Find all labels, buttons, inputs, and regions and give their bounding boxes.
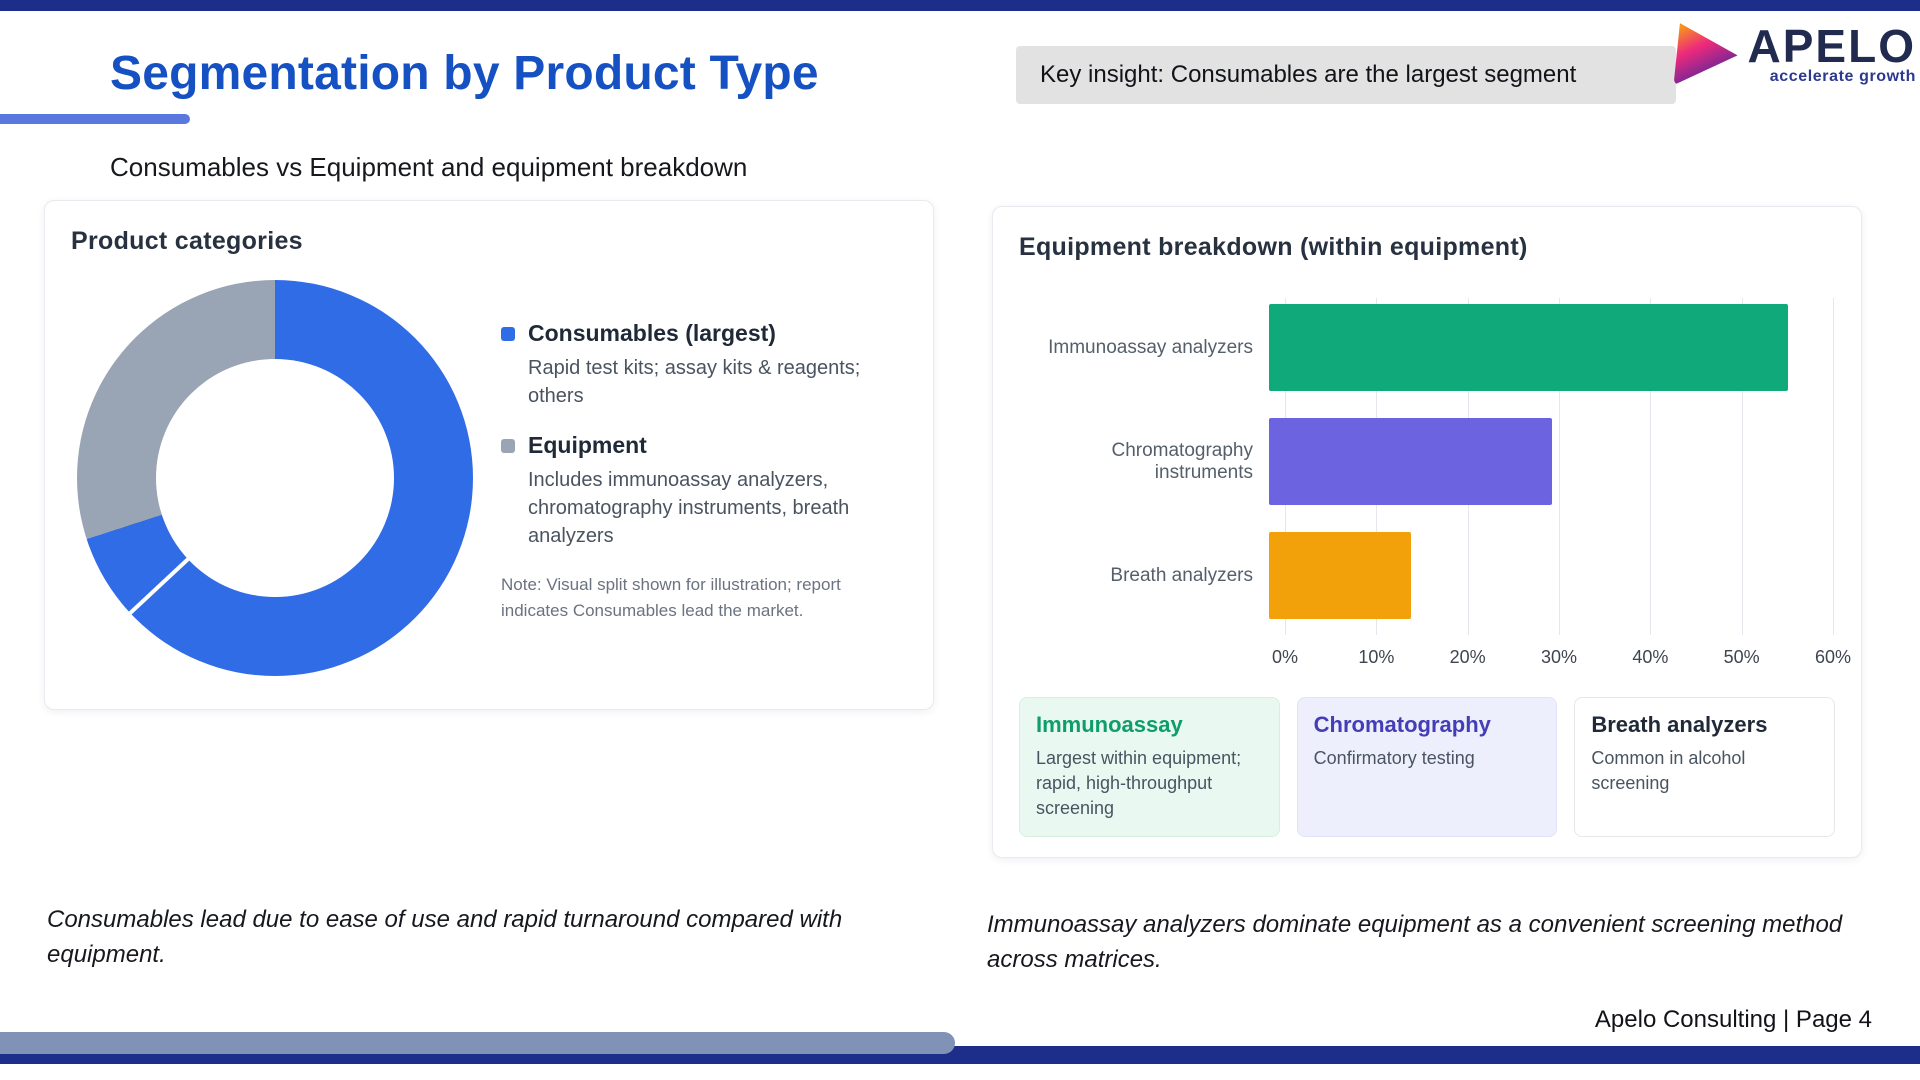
mini-card-description: Largest within equipment; rapid, high-th…	[1036, 748, 1242, 819]
legend-note: Note: Visual split shown for illustratio…	[501, 575, 841, 620]
x-tick-label: 0%	[1271, 647, 1299, 667]
insight-card-chromatography: Chromatography Confirmatory testing	[1296, 697, 1558, 837]
legend-label: Consumables (largest)	[528, 320, 776, 346]
bar-category-label: Breath analyzers	[1110, 564, 1253, 586]
logo-tagline: accelerate growth	[1769, 68, 1916, 86]
legend-swatch-equipment	[501, 439, 515, 453]
bar	[1269, 532, 1411, 619]
mini-card-description: Confirmatory testing	[1313, 748, 1475, 768]
title-underline	[0, 114, 190, 124]
x-tick-label: 50%	[1723, 647, 1760, 667]
legend-description: Includes immunoassay analyzers, chromato…	[528, 469, 850, 547]
bar	[1269, 418, 1552, 505]
donut-area: Consumables (largest) Rapid test kits; a…	[71, 280, 907, 676]
x-tick-label: 40%	[1632, 647, 1669, 667]
apelo-logo-icon	[1673, 23, 1738, 86]
bar-rows: Immunoassay analyzers Chromatography inst…	[1019, 304, 1835, 619]
top-border-bar	[0, 0, 1920, 11]
bar-track	[1269, 418, 1835, 505]
grid-line	[1650, 298, 1652, 635]
apelo-logo-text: APELO accelerate growth	[1748, 22, 1916, 86]
bar-row: Immunoassay analyzers	[1019, 304, 1835, 391]
key-insight-banner: Key insight: Consumables are the largest…	[1016, 46, 1676, 104]
grid-line	[1833, 298, 1834, 635]
takeaway-left: Consumables lead due to ease of use and …	[47, 906, 843, 968]
grid-line	[1559, 298, 1560, 635]
bar	[1269, 304, 1788, 391]
footer-text: Apelo Consulting | Page 4	[1594, 1006, 1872, 1033]
bar-chart: Immunoassay analyzers Chromatography inst…	[1019, 298, 1851, 675]
slide-subtitle: Consumables vs Equipment and equipment b…	[110, 152, 748, 182]
legend-item-text: Equipment Includes immunoassay analyzers…	[528, 432, 873, 550]
bar-category-label: Immunoassay analyzers	[1048, 336, 1253, 358]
mini-card-title: Chromatography	[1313, 712, 1491, 737]
grid-line	[1741, 298, 1743, 635]
logo-wordmark: APELO	[1747, 20, 1916, 72]
page-title: Segmentation by Product Type	[110, 47, 819, 100]
bar-category-label: Chromatography instruments	[1111, 439, 1253, 483]
bar-track	[1269, 532, 1835, 619]
equipment-breakdown-title: Equipment breakdown (within equipment)	[1019, 233, 1528, 261]
legend-label: Equipment	[528, 432, 647, 458]
legend-description: Rapid test kits; assay kits & reagents; …	[528, 357, 861, 407]
product-categories-title: Product categories	[71, 227, 303, 255]
legend-item-equipment: Equipment Includes immunoassay analyzers…	[501, 432, 873, 550]
mini-card-description: Common in alcohol screening	[1591, 748, 1746, 794]
apelo-logo: APELO accelerate growth	[1673, 22, 1916, 86]
donut-chart	[77, 280, 473, 676]
x-tick-label: 20%	[1449, 647, 1486, 667]
legend-item-text: Consumables (largest) Rapid test kits; a…	[528, 320, 873, 410]
equipment-breakdown-card: Equipment breakdown (within equipment) I…	[992, 206, 1862, 858]
insight-mini-cards: Immunoassay Largest within equipment; ra…	[1019, 697, 1836, 837]
bar-chart-plot: Immunoassay analyzers Chromatography inst…	[1019, 298, 1835, 635]
bar-row: Breath analyzers	[1019, 532, 1835, 619]
mini-card-title: Breath analyzers	[1591, 712, 1768, 737]
x-tick-label: 60%	[1814, 647, 1852, 667]
bar-track	[1269, 304, 1835, 391]
mini-card-title: Immunoassay	[1036, 712, 1183, 737]
donut-legend: Consumables (largest) Rapid test kits; a…	[501, 280, 873, 676]
legend-item-consumables: Consumables (largest) Rapid test kits; a…	[501, 320, 873, 410]
bottom-accent-bar	[0, 1032, 955, 1054]
bar-row: Chromatography instruments	[1019, 418, 1835, 505]
product-categories-card: Product categories Consumables (largest)…	[44, 200, 934, 710]
x-tick-label: 30%	[1540, 647, 1578, 667]
insight-card-immunoassay: Immunoassay Largest within equipment; ra…	[1019, 697, 1280, 837]
legend-swatch-consumables	[501, 327, 515, 341]
donut-hole	[156, 359, 394, 597]
x-tick-label: 10%	[1358, 647, 1395, 667]
bar-x-axis: 0% 10% 20% 30% 40% 50% 60%	[1272, 643, 1851, 675]
insight-card-breath: Breath analyzers Common in alcohol scree…	[1574, 697, 1836, 837]
takeaway-right: Immunoassay analyzers dominate equipment…	[987, 911, 1843, 973]
